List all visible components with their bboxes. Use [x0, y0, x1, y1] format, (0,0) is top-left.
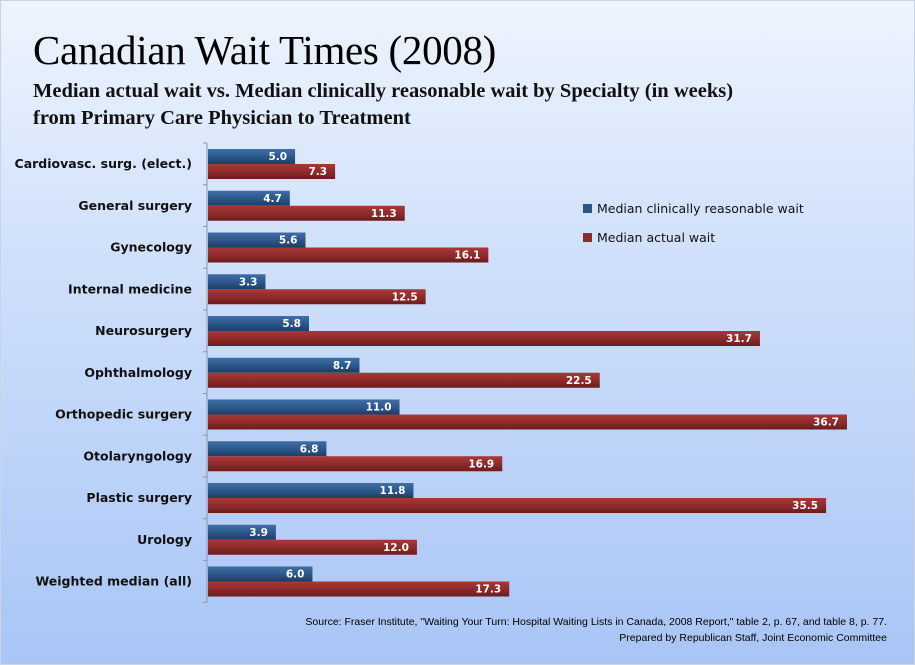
legend-label: Median clinically reasonable wait — [597, 201, 804, 216]
bar-reasonable-wait — [208, 149, 296, 164]
data-label: 3.3 — [239, 276, 258, 288]
prepared-by: Prepared by Republican Staff, Joint Econ… — [619, 632, 887, 644]
data-label: 6.8 — [300, 443, 319, 455]
subtitle-line-1: Median actual wait vs. Median clinically… — [33, 80, 734, 102]
bar-actual-wait — [208, 456, 503, 472]
data-label: 7.3 — [308, 166, 327, 178]
bar-actual-wait — [208, 539, 417, 555]
data-label: 3.9 — [249, 527, 268, 539]
bar-reasonable-wait — [208, 190, 290, 206]
chart-subtitle: Median actual wait vs. Median clinically… — [33, 78, 733, 132]
data-label: 11.8 — [380, 485, 406, 497]
data-label: 5.8 — [282, 318, 301, 330]
bar-reasonable-wait — [208, 274, 266, 290]
data-label: 22.5 — [566, 375, 592, 387]
axis-layer — [203, 142, 208, 603]
bar-reasonable-wait — [208, 316, 309, 331]
category-label: General surgery — [78, 198, 192, 213]
category-label: Internal medicine — [68, 281, 192, 296]
bar-actual-wait — [208, 331, 760, 346]
data-label: 17.3 — [475, 584, 501, 596]
data-label: 8.7 — [333, 360, 352, 372]
data-label: 12.5 — [392, 291, 418, 303]
legend: Median clinically reasonable wait Median … — [583, 201, 804, 245]
bar-actual-wait — [208, 414, 847, 430]
bar-reasonable-wait — [208, 483, 414, 498]
chart-title: Canadian Wait Times (2008) — [33, 27, 497, 73]
bar-actual-wait — [208, 289, 426, 305]
category-label: Weighted median (all) — [35, 574, 192, 589]
legend-swatch-reasonable — [583, 204, 592, 213]
legend-swatch-actual — [583, 233, 592, 242]
bar-reasonable-wait — [208, 232, 306, 248]
category-label: Gynecology — [110, 240, 192, 255]
bar-actual-wait — [208, 164, 336, 179]
bar-reasonable-wait — [208, 399, 400, 415]
data-label: 11.0 — [366, 402, 392, 414]
bar-actual-wait — [208, 372, 600, 388]
data-label: 36.7 — [813, 417, 839, 429]
bars-layer — [208, 149, 847, 597]
bar-reasonable-wait — [208, 566, 313, 582]
bar-actual-wait — [208, 581, 510, 597]
data-label: 6.0 — [286, 569, 305, 581]
data-label: 16.1 — [454, 250, 480, 262]
labels-layer: Cardiovasc. surg. (elect.) 5.0 7.3 General … — [15, 151, 839, 596]
data-label: 4.7 — [263, 193, 282, 205]
category-label: Orthopedic surgery — [55, 407, 192, 422]
data-label: 31.7 — [726, 333, 752, 345]
bar-actual-wait — [208, 205, 405, 221]
data-label: 5.0 — [268, 151, 287, 163]
data-label: 16.9 — [468, 458, 494, 470]
bar-reasonable-wait — [208, 524, 276, 540]
category-label: Otolaryngology — [83, 448, 192, 463]
category-label: Ophthalmology — [84, 365, 192, 380]
bar-reasonable-wait — [208, 441, 327, 457]
category-label: Urology — [137, 532, 192, 547]
category-label: Neurosurgery — [95, 323, 192, 338]
data-label: 35.5 — [792, 500, 818, 512]
bar-actual-wait — [208, 247, 489, 263]
data-label: 12.0 — [383, 542, 409, 554]
subtitle-line-2: from Primary Care Physician to Treatment — [33, 107, 411, 129]
legend-label: Median actual wait — [597, 230, 715, 245]
source-citation: Source: Fraser Institute, "Waiting Your … — [305, 616, 887, 628]
data-label: 5.6 — [279, 235, 298, 247]
category-label: Plastic surgery — [86, 490, 192, 505]
category-label: Cardiovasc. surg. (elect.) — [15, 156, 192, 171]
bar-actual-wait — [208, 498, 827, 513]
source-note: Source: Fraser Institute, "Waiting Your … — [305, 614, 887, 646]
bar-reasonable-wait — [208, 357, 360, 373]
data-label: 11.3 — [371, 208, 397, 220]
